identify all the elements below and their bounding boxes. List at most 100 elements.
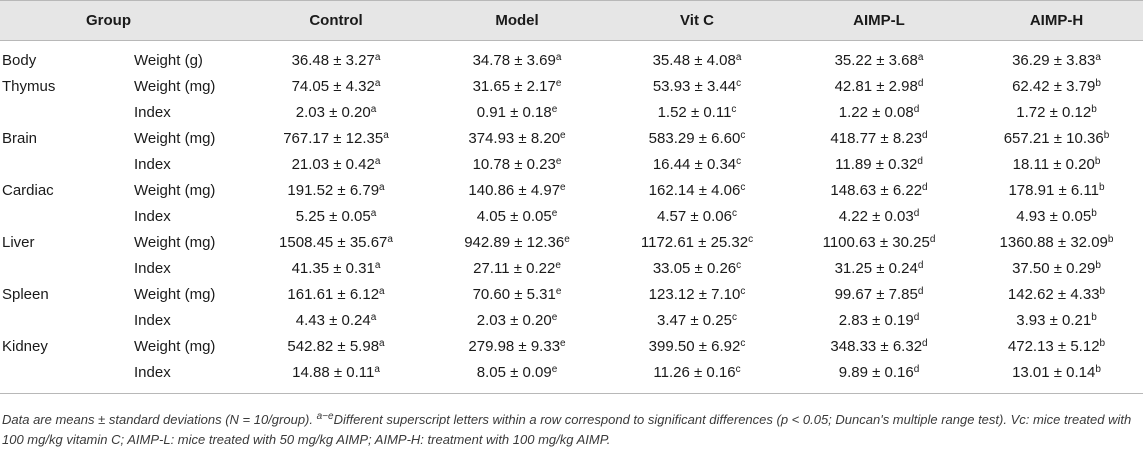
cell-value: 74.05 ± 4.32 — [291, 77, 375, 95]
table-row: Kidney Weight (mg) 542.82 ± 5.98a 279.98 ± … — [0, 333, 1143, 359]
cell-value: 1.72 ± 0.12 — [1016, 103, 1092, 121]
table-row: Liver Weight (mg) 1508.45 ± 35.67a 942.89 ±… — [0, 229, 1143, 255]
value-cell: 16.44 ± 0.34c — [606, 151, 788, 177]
row-organ — [0, 203, 116, 229]
cell-significance-letter: a — [735, 51, 742, 63]
cell-value: 348.33 ± 6.32 — [830, 337, 923, 355]
cell-value: 1360.88 ± 32.09 — [999, 233, 1108, 251]
cell-significance-letter: e — [551, 311, 558, 323]
value-cell: 657.21 ± 10.36b — [970, 125, 1143, 151]
data-table: Group Control Model Vit C AIMP-L AIMP-H … — [0, 0, 1143, 385]
cell-value: 21.03 ± 0.42 — [291, 155, 375, 173]
row-organ — [0, 99, 116, 125]
table-bottom-rule — [0, 393, 1143, 394]
value-cell: 10.78 ± 0.23e — [428, 151, 606, 177]
cell-significance-letter: e — [560, 337, 566, 349]
cell-value: 11.26 ± 0.16 — [653, 363, 736, 381]
cell-significance-letter: a — [374, 51, 381, 63]
cell-significance-letter: c — [731, 103, 737, 115]
header-aimp-h: AIMP-H — [970, 0, 1143, 41]
cell-significance-letter: e — [555, 259, 561, 271]
row-measure: Index — [134, 103, 171, 121]
value-cell: 53.93 ± 3.44c — [606, 73, 788, 99]
cell-value: 399.50 ± 6.92 — [648, 337, 741, 355]
cell-value: 34.78 ± 3.69 — [472, 51, 556, 69]
value-cell: 11.89 ± 0.32d — [788, 151, 970, 177]
cell-value: 1.52 ± 0.11 — [657, 103, 732, 121]
row-measure: Weight (mg) — [134, 285, 216, 303]
cell-value: 31.25 ± 0.24 — [834, 259, 918, 277]
cell-value: 11.89 ± 0.32 — [835, 155, 918, 173]
value-cell: 4.43 ± 0.24a — [244, 307, 428, 333]
cell-significance-letter: a — [917, 51, 924, 63]
cell-value: 767.17 ± 12.35 — [283, 129, 384, 147]
cell-significance-letter: b — [1098, 181, 1105, 193]
value-cell: 35.22 ± 3.68a — [788, 41, 970, 74]
row-measure: Weight (mg) — [134, 181, 216, 199]
cell-significance-letter: d — [929, 233, 936, 245]
cell-value: 161.61 ± 6.12 — [287, 285, 380, 303]
value-cell: 472.13 ± 5.12b — [970, 333, 1143, 359]
cell-value: 42.81 ± 2.98 — [834, 77, 918, 95]
cell-significance-letter: e — [560, 181, 566, 193]
value-cell: 70.60 ± 5.31e — [428, 281, 606, 307]
cell-value: 36.29 ± 3.83 — [1012, 51, 1096, 69]
value-cell: 399.50 ± 6.92c — [606, 333, 788, 359]
table-row: Index 4.43 ± 0.24a 2.03 ± 0.20e 3.47 ± 0.25… — [0, 307, 1143, 333]
value-cell: 2.83 ± 0.19d — [788, 307, 970, 333]
cell-significance-letter: e — [560, 129, 566, 141]
cell-significance-letter: c — [735, 363, 741, 375]
table-row: Index 2.03 ± 0.20a 0.91 ± 0.18e 1.52 ± 0.11… — [0, 99, 1143, 125]
table-row: Index 5.25 ± 0.05a 4.05 ± 0.05e 4.57 ± 0.06… — [0, 203, 1143, 229]
row-organ — [0, 307, 116, 333]
value-cell: 13.01 ± 0.14b — [970, 359, 1143, 385]
value-cell: 279.98 ± 9.33e — [428, 333, 606, 359]
cell-value: 70.60 ± 5.31 — [472, 285, 556, 303]
value-cell: 542.82 ± 5.98a — [244, 333, 428, 359]
row-measure: Index — [134, 207, 171, 225]
value-cell: 37.50 ± 0.29b — [970, 255, 1143, 281]
cell-value: 1100.63 ± 30.25 — [822, 233, 930, 251]
value-cell: 99.67 ± 7.85d — [788, 281, 970, 307]
cell-value: 123.12 ± 7.10 — [648, 285, 741, 303]
cell-value: 41.35 ± 0.31 — [291, 259, 375, 277]
row-organ: Cardiac — [2, 181, 54, 199]
cell-significance-letter: a — [370, 103, 377, 115]
cell-value: 162.14 ± 4.06 — [648, 181, 741, 199]
cell-significance-letter: d — [917, 155, 923, 167]
header-control: Control — [244, 0, 428, 41]
cell-value: 2.03 ± 0.20 — [295, 103, 371, 121]
cell-value: 31.65 ± 2.17 — [472, 77, 556, 95]
value-cell: 0.91 ± 0.18e — [428, 99, 606, 125]
value-cell: 1508.45 ± 35.67a — [244, 229, 428, 255]
value-cell: 34.78 ± 3.69a — [428, 41, 606, 74]
value-cell: 4.93 ± 0.05b — [970, 203, 1143, 229]
value-cell: 9.89 ± 0.16d — [788, 359, 970, 385]
header-model: Model — [428, 0, 606, 41]
table-row: Index 41.35 ± 0.31a 27.11 ± 0.22e 33.05 ± 0… — [0, 255, 1143, 281]
cell-value: 191.52 ± 6.79 — [287, 181, 380, 199]
row-organ: Brain — [2, 129, 38, 147]
cell-value: 13.01 ± 0.14 — [1012, 363, 1096, 381]
value-cell: 162.14 ± 4.06c — [606, 177, 788, 203]
cell-value: 418.77 ± 8.23 — [830, 129, 923, 147]
cell-significance-letter: e — [551, 363, 558, 375]
value-cell: 4.57 ± 0.06c — [606, 203, 788, 229]
value-cell: 5.25 ± 0.05a — [244, 203, 428, 229]
cell-significance-letter: a — [370, 207, 377, 219]
cell-value: 53.93 ± 3.44 — [652, 77, 737, 95]
header-row: Group Control Model Vit C AIMP-L AIMP-H — [0, 0, 1143, 41]
cell-value: 140.86 ± 4.97 — [468, 181, 561, 199]
value-cell: 583.29 ± 6.60c — [606, 125, 788, 151]
cell-significance-letter: d — [917, 77, 924, 89]
cell-significance-letter: c — [740, 181, 746, 193]
cell-value: 37.50 ± 0.29 — [1012, 259, 1096, 277]
row-measure: Weight (mg) — [134, 233, 216, 251]
header-group: Group — [0, 0, 244, 41]
table-row: Thymus Weight (mg) 74.05 ± 4.32a 31.65 ± 2.… — [0, 73, 1143, 99]
row-measure: Index — [134, 311, 171, 329]
cell-value: 1172.61 ± 25.32 — [640, 233, 749, 251]
cell-value: 5.25 ± 0.05 — [295, 207, 371, 225]
cell-significance-letter: a — [1095, 51, 1101, 63]
cell-significance-letter: a — [374, 363, 380, 375]
